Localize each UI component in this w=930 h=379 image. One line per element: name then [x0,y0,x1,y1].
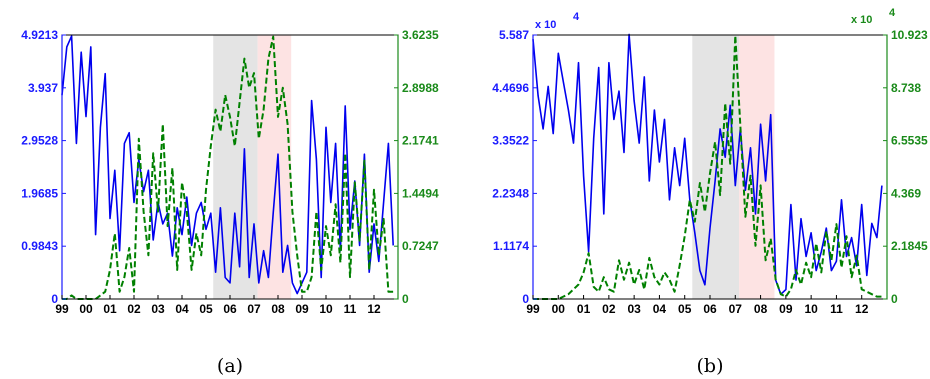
left-tick-label: 0 [522,292,529,306]
x-tick-label: 10 [319,302,333,316]
x-axis: 99 00 01 02 03 04 05 06 07 08 09 10 11 12 [526,295,869,316]
x-tick-label: 04 [653,302,667,316]
x-axis: 99 00 01 02 03 04 05 06 07 08 09 10 11 12 [55,295,381,316]
left-tick-label: 1.1174 [493,239,529,253]
right-tick-label: 6.5535 [891,134,928,148]
x-tick-label: 04 [175,302,189,316]
series-lines [61,35,394,300]
x-tick-label: 08 [271,302,285,316]
left-axis-multiplier-exponent: 4 [573,11,580,23]
right-tick-label: 2.1845 [891,239,928,253]
x-tick-label: 01 [577,302,591,316]
series-line-left [532,33,883,296]
right-tick-label: 0 [891,292,898,306]
left-tick-label: 2.2348 [492,186,529,200]
right-tick-label: 2.1741 [402,134,439,148]
right-tick-label: 1.4494 [402,186,439,200]
x-tick-label: 09 [779,302,793,316]
series-line-left [61,35,394,295]
left-y-axis: 0 1.1174 2.2348 3.3522 4.4696 5.587 [492,28,537,306]
series-line-right [62,35,394,300]
right-tick-label: 2.8988 [402,81,439,95]
right-tick-label: 3.6235 [402,28,439,42]
right-axis-multiplier-exponent: 4 [889,7,896,19]
panel-caption-b: (b) [697,355,724,377]
right-tick-label: 10.923 [891,28,928,42]
series-line-right [533,34,882,300]
x-tick-label: 07 [729,302,743,316]
x-tick-label: 11 [830,302,843,316]
panel-caption-a: (a) [217,355,243,377]
x-tick-label: 99 [526,302,540,316]
x-tick-label: 10 [804,302,818,316]
right-tick-label: 0.7247 [402,239,439,253]
left-tick-label: 0.9843 [21,239,58,253]
x-tick-label: 05 [678,302,692,316]
left-axis-multiplier: x 10 [535,19,556,31]
shaded-region-gray [213,35,258,299]
x-tick-label: 06 [703,302,717,316]
right-tick-label: 4.369 [891,186,921,200]
panel-b-chart: 0 1.1174 2.2348 3.3522 4.4696 5.587 0 2.1845 4.… [492,7,928,377]
x-tick-label: 11 [344,302,357,316]
x-tick-label: 12 [855,302,869,316]
left-tick-label: 3.937 [28,81,58,95]
left-tick-label: 1.9685 [21,186,58,200]
x-tick-label: 03 [627,302,641,316]
left-tick-label: 2.9528 [21,134,58,148]
right-tick-label: 0 [402,292,409,306]
right-y-axis: 0 2.1845 4.369 6.5535 8.738 10.923 [883,28,928,306]
axis-multipliers: x 10 4 x 10 4 [535,7,896,31]
shaded-region-pink [739,35,775,299]
right-y-axis: 0 0.7247 1.4494 2.1741 2.8988 3.6235 [394,28,439,306]
series-lines [532,33,883,300]
x-tick-label: 06 [223,302,237,316]
x-tick-label: 07 [247,302,261,316]
x-tick-label: 00 [552,302,566,316]
shaded-regions [692,35,775,299]
x-tick-label: 09 [295,302,309,316]
left-tick-label: 4.9213 [21,28,58,42]
x-tick-label: 03 [151,302,165,316]
shaded-regions [213,35,292,299]
x-tick-label: 08 [754,302,768,316]
left-tick-label: 5.587 [499,28,529,42]
x-tick-label: 12 [367,302,381,316]
x-tick-label: 01 [103,302,117,316]
right-tick-label: 8.738 [891,81,921,95]
left-tick-label: 3.3522 [492,134,529,148]
left-tick-label: 4.4696 [492,81,529,95]
x-tick-label: 00 [79,302,93,316]
left-y-axis: 0 0.9843 1.9685 2.9528 3.937 4.9213 [21,28,66,306]
panel-a-chart: 0 0.9843 1.9685 2.9528 3.937 4.9213 0 0.7247 1.… [21,28,439,377]
left-tick-label: 0 [51,292,58,306]
x-tick-label: 02 [602,302,616,316]
x-tick-label: 99 [55,302,69,316]
x-tick-label: 05 [199,302,213,316]
right-axis-multiplier: x 10 [851,14,872,26]
x-tick-label: 02 [127,302,141,316]
